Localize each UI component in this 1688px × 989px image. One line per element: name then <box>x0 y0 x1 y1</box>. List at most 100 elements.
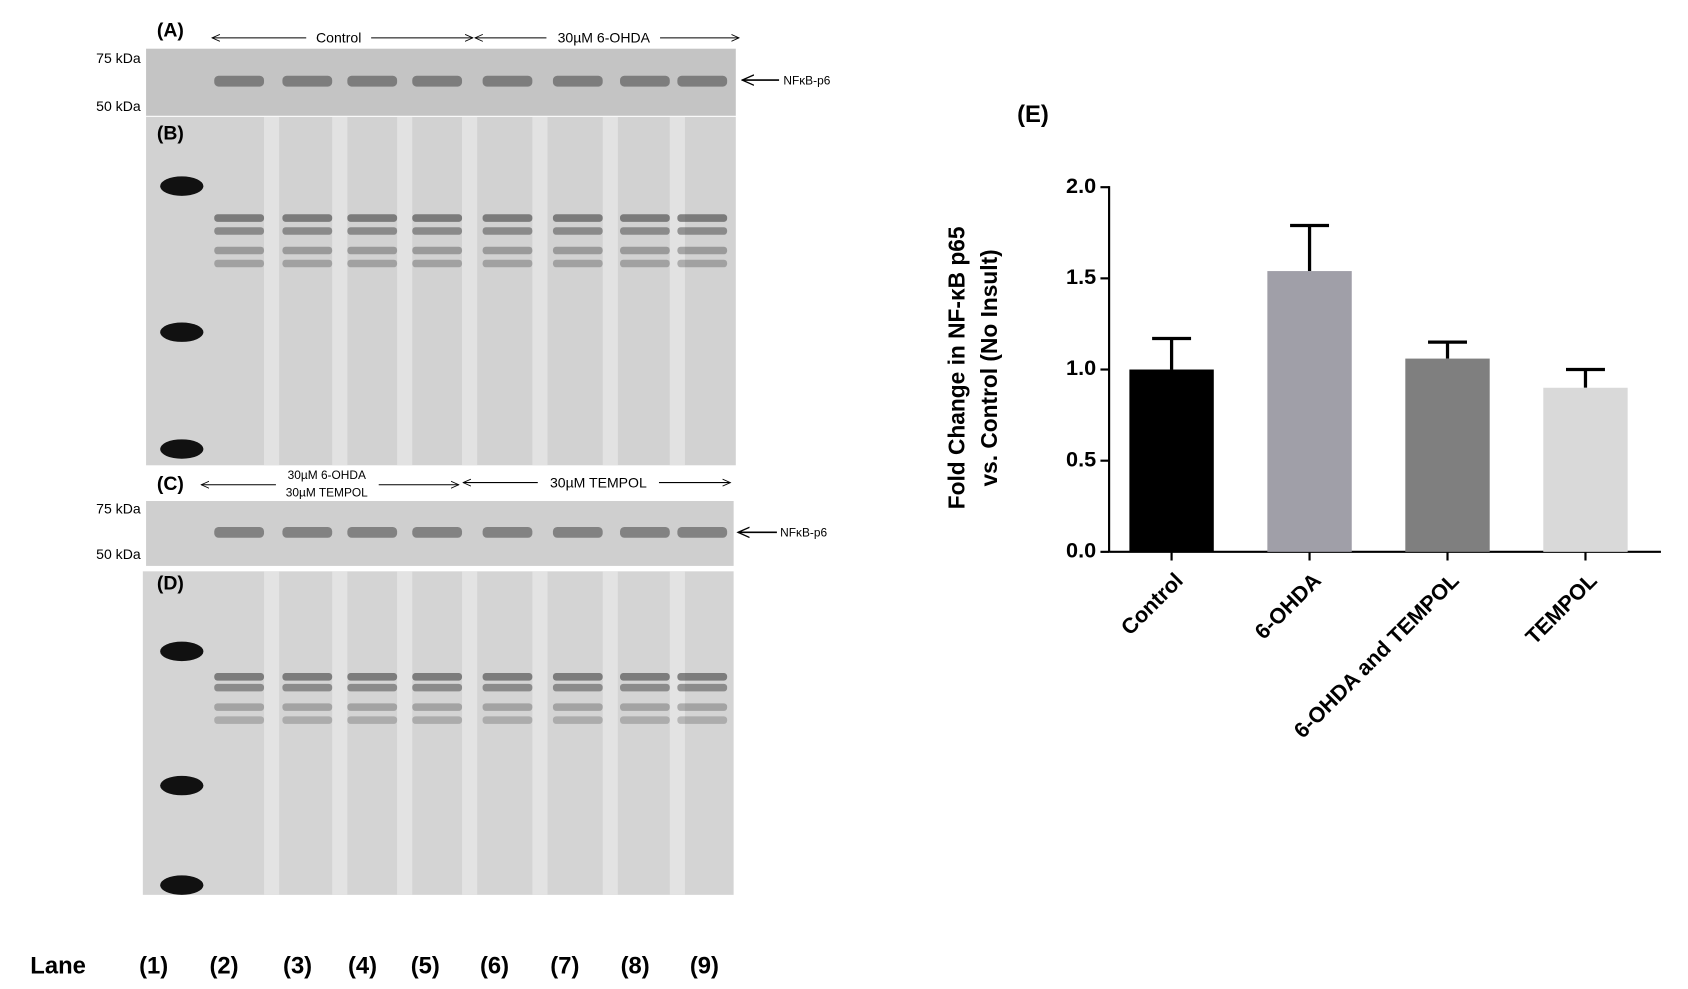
blot-image <box>146 116 736 466</box>
protein-band <box>214 214 265 222</box>
protein-band <box>412 227 463 235</box>
protein-band <box>620 227 670 235</box>
protein-band <box>482 716 533 724</box>
protein-band <box>552 526 603 538</box>
ladder-band <box>160 176 204 196</box>
protein-band <box>620 673 670 681</box>
protein-band <box>214 246 265 255</box>
protein-band <box>552 703 603 711</box>
protein-band <box>552 683 603 692</box>
protein-band <box>282 526 333 538</box>
protein-band <box>552 227 603 235</box>
panel-label: (C) <box>157 473 184 495</box>
lane-gap <box>462 571 478 895</box>
lane-label: (2) <box>209 953 238 980</box>
protein-band <box>347 703 398 711</box>
y-axis-label: vs. Control (No Insult) <box>976 249 1002 486</box>
protein-band <box>677 214 728 222</box>
protein-band <box>552 673 603 681</box>
panel-label: (D) <box>157 572 184 594</box>
protein-band <box>482 259 533 268</box>
target-label: NFκB-p6 <box>780 526 827 540</box>
protein-band <box>214 227 265 235</box>
protein-band <box>620 214 670 222</box>
protein-band <box>347 75 398 87</box>
protein-band <box>677 716 728 724</box>
protein-band <box>552 214 603 222</box>
protein-band <box>347 246 398 255</box>
protein-band <box>347 716 398 724</box>
protein-band <box>482 214 533 222</box>
protein-band <box>282 214 333 222</box>
target-label: NFκB-p6 <box>783 73 830 87</box>
protein-band <box>214 75 265 87</box>
lane-gap <box>462 116 478 466</box>
panel-label: (B) <box>157 122 184 144</box>
lane-label: (9) <box>690 953 719 980</box>
protein-band <box>282 683 333 692</box>
protein-band <box>677 75 728 87</box>
lane-label: (7) <box>550 953 579 980</box>
protein-band <box>677 526 728 538</box>
protein-band <box>412 716 463 724</box>
protein-band <box>552 75 603 87</box>
protein-band <box>552 246 603 255</box>
protein-band <box>347 673 398 681</box>
blot-panels: (A) Control 30µM 6-OHDA 75 kDa 50 kDa NF… <box>30 20 830 980</box>
protein-band <box>282 673 333 681</box>
protein-band <box>347 259 398 268</box>
ladder-band <box>160 322 204 342</box>
protein-band <box>620 716 670 724</box>
protein-band <box>347 227 398 235</box>
protein-band <box>282 246 333 255</box>
protein-band <box>214 259 265 268</box>
x-tick-label: TEMPOL <box>1520 568 1601 649</box>
protein-band <box>282 227 333 235</box>
lane-label: (6) <box>480 953 509 980</box>
y-axis-label: Fold Change in NF-κB p65 <box>944 227 970 510</box>
group-label: 30µM TEMPOL <box>550 474 647 490</box>
protein-band <box>620 75 670 87</box>
protein-band <box>482 673 533 681</box>
lane-gap <box>532 116 548 466</box>
protein-band <box>282 75 333 87</box>
lane-label: (1) <box>139 953 168 980</box>
lane-gap <box>669 116 685 466</box>
protein-band <box>482 683 533 692</box>
x-tick-label: 6-OHDA <box>1249 567 1326 644</box>
protein-band <box>677 673 728 681</box>
y-tick-label: 0.5 <box>1066 446 1096 471</box>
protein-band <box>214 716 265 724</box>
ladder-band <box>160 439 204 459</box>
protein-band <box>620 526 670 538</box>
marker-label: 75 kDa <box>96 500 141 516</box>
protein-band <box>677 259 728 268</box>
protein-band <box>677 227 728 235</box>
marker-label: 50 kDa <box>96 98 141 114</box>
lane-gap <box>332 571 348 895</box>
lane-gap <box>332 116 348 466</box>
blot-image <box>142 571 734 895</box>
bar <box>1405 358 1490 552</box>
protein-band <box>620 259 670 268</box>
protein-band <box>412 673 463 681</box>
marker-label: 75 kDa <box>96 50 141 66</box>
protein-band <box>347 214 398 222</box>
protein-band <box>620 683 670 692</box>
protein-band <box>620 246 670 255</box>
protein-band <box>214 526 265 538</box>
lane-title: Lane <box>30 953 86 980</box>
bar <box>1267 271 1352 552</box>
y-tick-label: 1.5 <box>1066 264 1096 289</box>
protein-band <box>677 246 728 255</box>
lane-gap <box>264 116 280 466</box>
protein-band <box>412 526 463 538</box>
protein-band <box>214 683 265 692</box>
group-label: Control <box>316 30 361 46</box>
protein-band <box>347 683 398 692</box>
group-label: 30µM 6-OHDA <box>558 30 651 46</box>
protein-band <box>214 703 265 711</box>
protein-band <box>482 75 533 87</box>
ladder-band <box>160 775 204 796</box>
